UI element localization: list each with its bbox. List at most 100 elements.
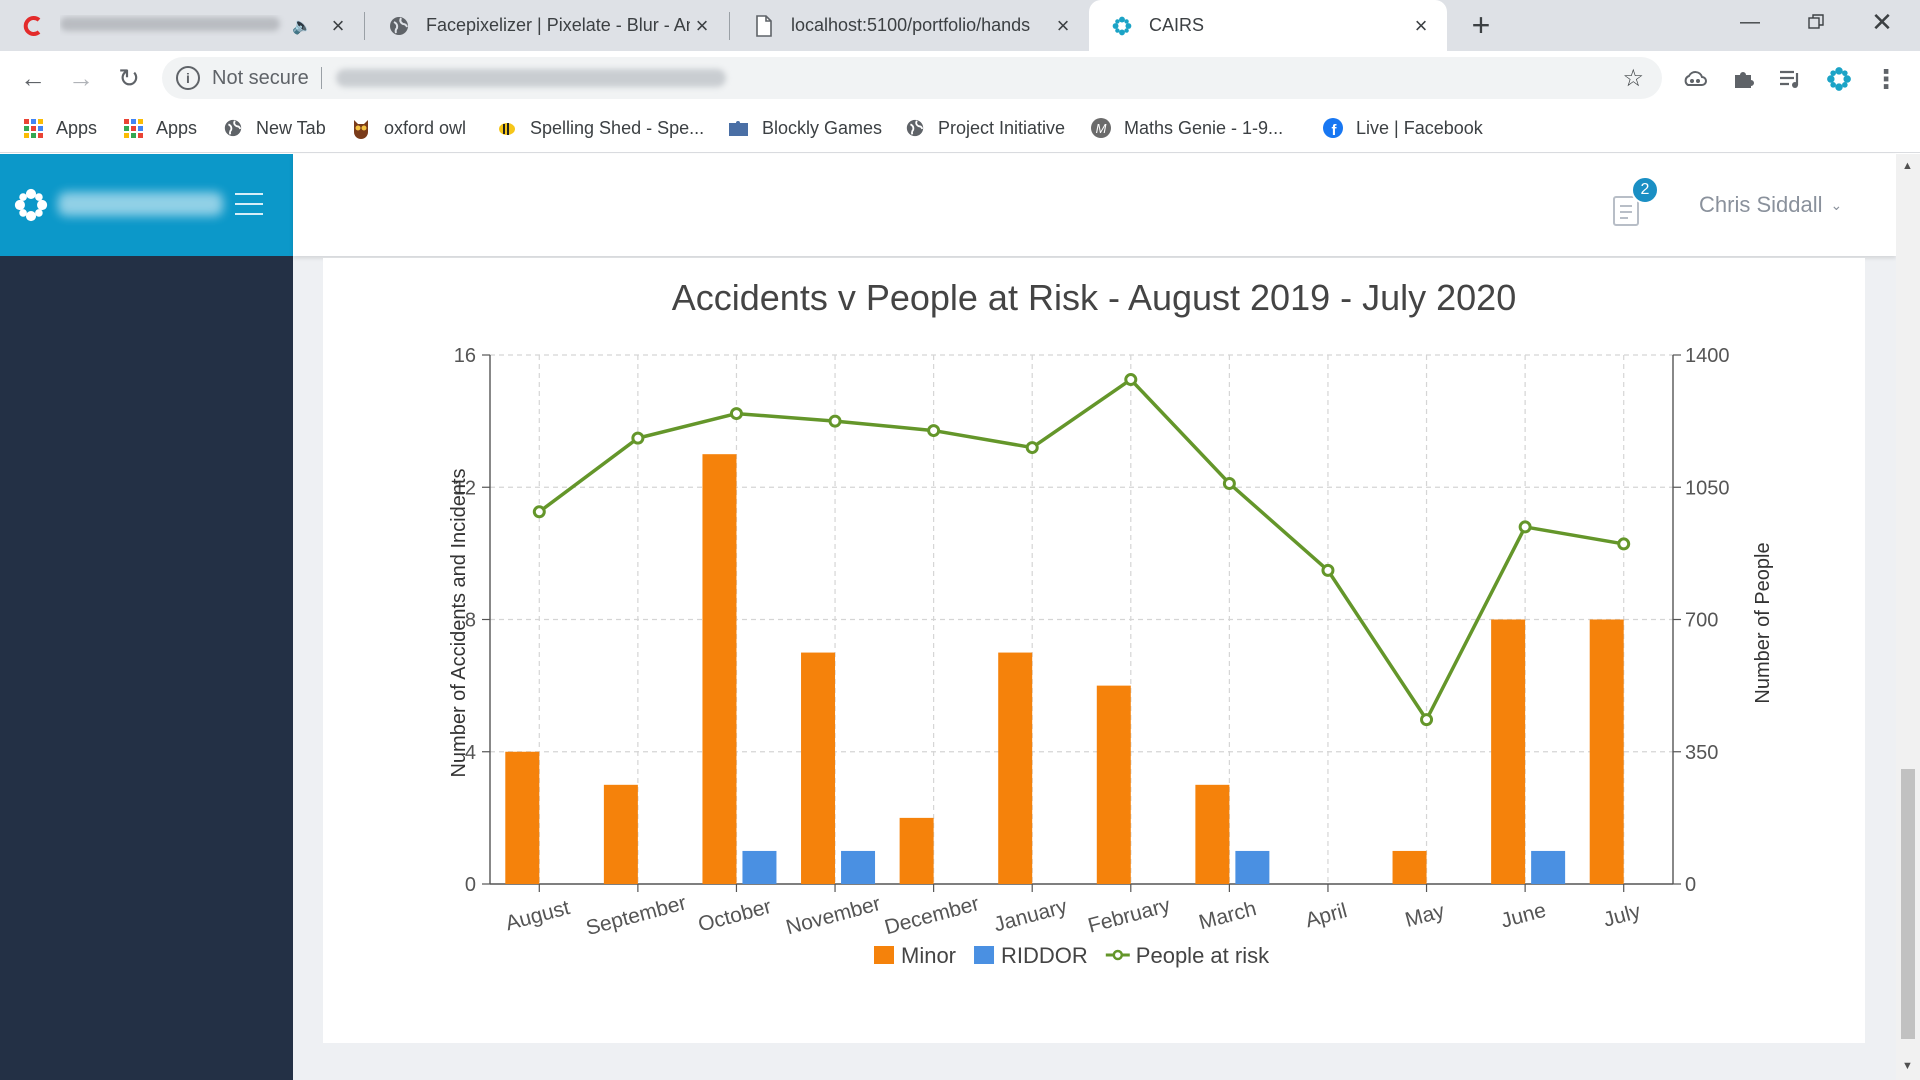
minimize-window-icon[interactable]: — xyxy=(1740,10,1760,33)
people-at-risk-point xyxy=(532,505,546,519)
svg-text:f: f xyxy=(1332,122,1338,139)
people-at-risk-point xyxy=(1321,563,1335,577)
legend-label: People at risk xyxy=(1136,943,1270,968)
bar-minor xyxy=(702,454,737,884)
people-at-risk-point xyxy=(927,424,941,438)
bookmark-maths-genie[interactable]: M Maths Genie - 1-9... xyxy=(1090,114,1283,142)
address-bar[interactable]: i Not secure ☆ xyxy=(162,57,1662,99)
y-tick-label: 12 xyxy=(454,477,476,499)
app-topbar: 2 Chris Siddall ⌄ xyxy=(293,154,1896,256)
media-queue-icon[interactable] xyxy=(1776,65,1804,93)
x-tick-label: February xyxy=(1086,894,1174,938)
y-tick-label: 0 xyxy=(465,874,476,896)
y2-axis-title: Number of People xyxy=(1752,542,1774,703)
x-tick-label: August xyxy=(503,896,572,935)
people-at-risk-point xyxy=(1420,713,1434,727)
notifications-button[interactable]: 2 xyxy=(1611,176,1659,226)
bookmark-star-icon[interactable]: ☆ xyxy=(1622,64,1644,92)
bookmarks-bar: Apps Apps New Tab oxford owl Spelling Sh… xyxy=(0,103,1920,153)
bookmark-live-facebook[interactable]: f Live | Facebook xyxy=(1322,114,1483,142)
new-tab-button[interactable]: + xyxy=(1471,6,1491,43)
chart-bars xyxy=(505,454,1624,884)
tab-localhost[interactable]: localhost:5100/portfolio/hands × xyxy=(731,0,1089,51)
bar-minor xyxy=(801,652,836,884)
y2-tick-label: 350 xyxy=(1685,742,1718,764)
address-divider xyxy=(320,67,322,89)
accidents-chart: Accidents v People at Risk - August 2019… xyxy=(448,277,1774,968)
info-icon[interactable]: i xyxy=(176,66,200,90)
app-logo-icon[interactable] xyxy=(12,184,50,226)
scroll-up-arrow-icon[interactable]: ▲ xyxy=(1902,160,1913,172)
tab-cairs[interactable]: CAIRS × xyxy=(1089,0,1447,51)
people-at-risk-point xyxy=(1025,441,1039,455)
bar-minor xyxy=(998,652,1033,884)
bar-minor xyxy=(603,784,638,884)
maths-genie-icon: M xyxy=(1090,117,1112,139)
puzzle-icon xyxy=(728,117,750,139)
hamburger-menu-icon[interactable] xyxy=(235,193,263,215)
x-tick-label: July xyxy=(1601,900,1644,932)
cairs-logo-icon xyxy=(1111,15,1133,37)
chart-line xyxy=(532,373,1631,727)
globe-icon xyxy=(904,117,926,139)
chart-axes xyxy=(482,354,1681,892)
chart-legend: Minor RIDDOR People at risk xyxy=(874,943,1270,968)
user-menu[interactable]: Chris Siddall ⌄ xyxy=(1699,192,1842,218)
document-icon xyxy=(753,14,775,37)
bookmark-apps[interactable]: Apps xyxy=(22,114,97,142)
bee-icon xyxy=(496,117,518,139)
people-at-risk-point xyxy=(1222,476,1236,490)
people-at-risk-point xyxy=(1617,537,1631,551)
scrollbar-thumb[interactable] xyxy=(1901,769,1915,1039)
x-tick-label: December xyxy=(882,892,982,939)
bar-minor xyxy=(1096,685,1131,884)
bar-riddor xyxy=(1531,850,1566,884)
scroll-down-arrow-icon[interactable]: ▼ xyxy=(1902,1060,1913,1072)
close-tab-icon[interactable]: × xyxy=(695,12,709,38)
browser-menu-icon[interactable]: ⋮ xyxy=(1873,63,1899,94)
close-window-icon[interactable]: ✕ xyxy=(1871,6,1893,37)
tab-facepixelizer[interactable]: Facepixelizer | Pixelate - Blur - An × xyxy=(366,0,728,51)
y-axis-labels: 0 4 8 12 16 0 350 700 1050 1400 xyxy=(454,345,1730,896)
bookmark-oxford-owl[interactable]: oxford owl xyxy=(350,114,466,142)
forward-arrow-icon[interactable]: → xyxy=(68,62,94,93)
close-tab-icon[interactable]: × xyxy=(1414,12,1428,38)
x-tick-label: May xyxy=(1403,899,1448,932)
bookmark-blockly-games[interactable]: Blockly Games xyxy=(728,114,882,142)
x-tick-label: January xyxy=(991,895,1070,937)
cairs-extension-icon[interactable] xyxy=(1825,65,1853,93)
x-tick-label: October xyxy=(696,895,774,937)
bookmark-apps-2[interactable]: Apps xyxy=(122,114,197,142)
bookmark-project-initiative[interactable]: Project Initiative xyxy=(904,114,1065,142)
y-axis-title: Number of Accidents and Incidents xyxy=(448,468,470,777)
bar-riddor xyxy=(841,850,876,884)
x-tick-label: April xyxy=(1303,899,1350,932)
close-tab-icon[interactable]: × xyxy=(1056,12,1070,38)
reload-icon[interactable]: ↻ xyxy=(118,62,140,93)
notification-badge: 2 xyxy=(1631,176,1659,204)
y-tick-label: 4 xyxy=(465,742,476,764)
tab-separator xyxy=(729,12,730,40)
back-arrow-icon[interactable]: ← xyxy=(20,62,46,93)
legend-swatch xyxy=(874,946,894,964)
globe-icon xyxy=(388,15,410,37)
main-content: 2 Chris Siddall ⌄ Accidents v People at … xyxy=(293,154,1896,1080)
security-label: Not secure xyxy=(212,66,309,89)
user-name: Chris Siddall xyxy=(1699,192,1823,217)
x-axis-labels: August September October November December Ja… xyxy=(503,891,1643,940)
people-at-risk-point xyxy=(828,414,842,428)
chart-title: Accidents v People at Risk - August 2019… xyxy=(672,277,1516,318)
people-at-risk-point xyxy=(729,407,743,421)
restore-window-icon[interactable] xyxy=(1786,0,1846,44)
people-at-risk-point xyxy=(1518,520,1532,534)
bookmark-spelling-shed[interactable]: Spelling Shed - Spe... xyxy=(496,114,704,142)
owl-icon xyxy=(350,117,372,139)
bookmark-new-tab[interactable]: New Tab xyxy=(222,114,326,142)
page-scrollbar[interactable]: ▲ ▼ xyxy=(1896,154,1920,1080)
extension-cloud-icon[interactable] xyxy=(1681,65,1709,93)
globe-icon xyxy=(222,117,244,139)
speaker-muted-icon[interactable]: 🔈 xyxy=(292,17,312,35)
tab-blurred[interactable]: 🔈 × xyxy=(0,0,364,51)
close-tab-icon[interactable]: × xyxy=(331,12,345,38)
extensions-puzzle-icon[interactable] xyxy=(1729,65,1757,93)
